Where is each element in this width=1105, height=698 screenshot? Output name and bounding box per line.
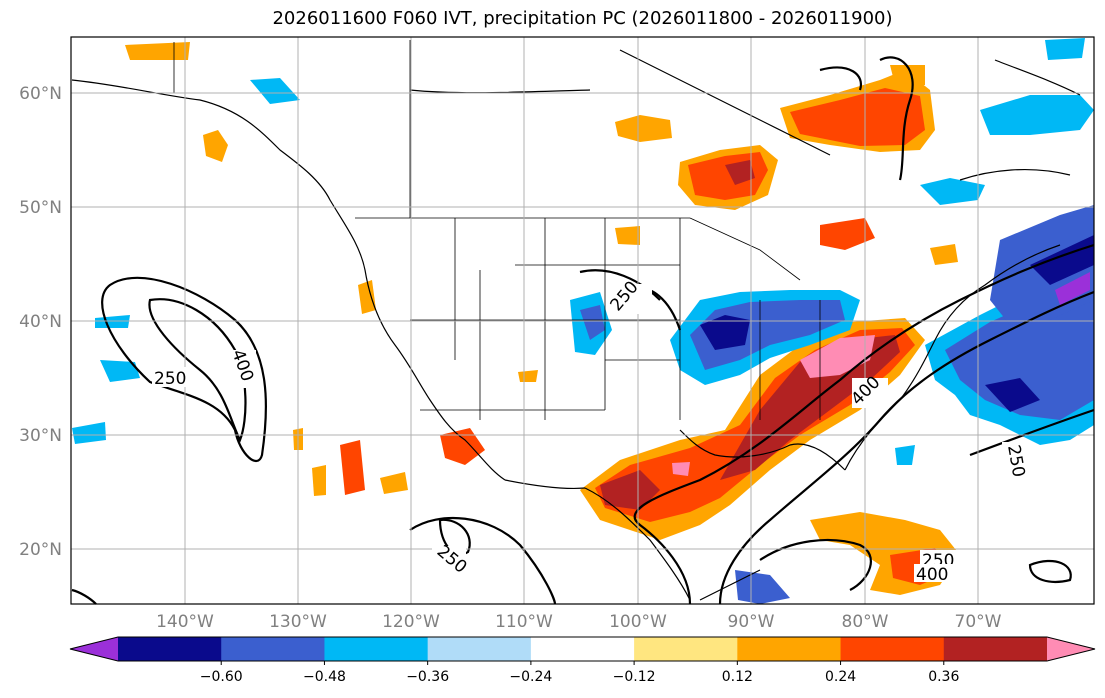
lat-tick-label: 20°N [19, 540, 62, 560]
lon-tick-label: 120°W [382, 612, 440, 632]
colorbar-segment [840, 637, 945, 661]
colorbar-label: −0.60 [200, 669, 243, 685]
colorbar: −0.60 −0.48 −0.36 −0.24 −0.12 0.12 0.24 0.36 [69, 636, 1096, 685]
lat-tick-label: 50°N [19, 198, 62, 218]
coastlines [71, 49, 1081, 601]
map-frame [70, 36, 1095, 605]
colorbar-extend-max [1047, 637, 1095, 661]
lon-tick-label: 80°W [842, 612, 889, 632]
latitude-labels: 60°N 50°N 40°N 30°N 20°N [19, 84, 62, 560]
map-title: 2026011600 F060 IVT, precipitation PC (2… [272, 8, 893, 29]
colorbar-segment [737, 637, 842, 661]
lat-tick-label: 60°N [19, 84, 62, 104]
lon-tick-label: 100°W [609, 612, 667, 632]
longitude-labels: 140°W 130°W 120°W 110°W 100°W 90°W 80°W … [156, 612, 1002, 632]
colorbar-label: −0.36 [406, 669, 449, 685]
colorbar-segment [221, 637, 325, 661]
contour-label: 400 [916, 565, 948, 585]
lon-tick-label: 110°W [495, 612, 553, 632]
lat-tick-label: 40°N [19, 312, 62, 332]
colorbar-label: 0.24 [825, 669, 856, 685]
colorbar-label: 0.12 [722, 669, 753, 685]
lon-tick-label: 140°W [156, 612, 214, 632]
ivt-contours [71, 56, 1095, 605]
colorbar-extend-min [70, 637, 118, 661]
colorbar-segment [634, 637, 738, 661]
colorbar-label: −0.12 [613, 669, 656, 685]
colorbar-segment [427, 637, 532, 661]
colorbar-segment [118, 637, 222, 661]
graticule [71, 37, 1094, 604]
lon-tick-label: 90°W [728, 612, 775, 632]
colorbar-segment [530, 637, 635, 661]
lat-tick-label: 30°N [19, 426, 62, 446]
lon-tick-label: 130°W [269, 612, 327, 632]
colorbar-label: 0.36 [928, 669, 959, 685]
lon-tick-label: 70°W [955, 612, 1002, 632]
colorbar-label: −0.48 [303, 669, 346, 685]
colorbar-outline [69, 636, 1096, 662]
colorbar-segment [943, 637, 1048, 661]
colorbar-label: −0.24 [509, 669, 552, 685]
contour-label: 250 [154, 369, 186, 389]
colorbar-segment [324, 637, 429, 661]
